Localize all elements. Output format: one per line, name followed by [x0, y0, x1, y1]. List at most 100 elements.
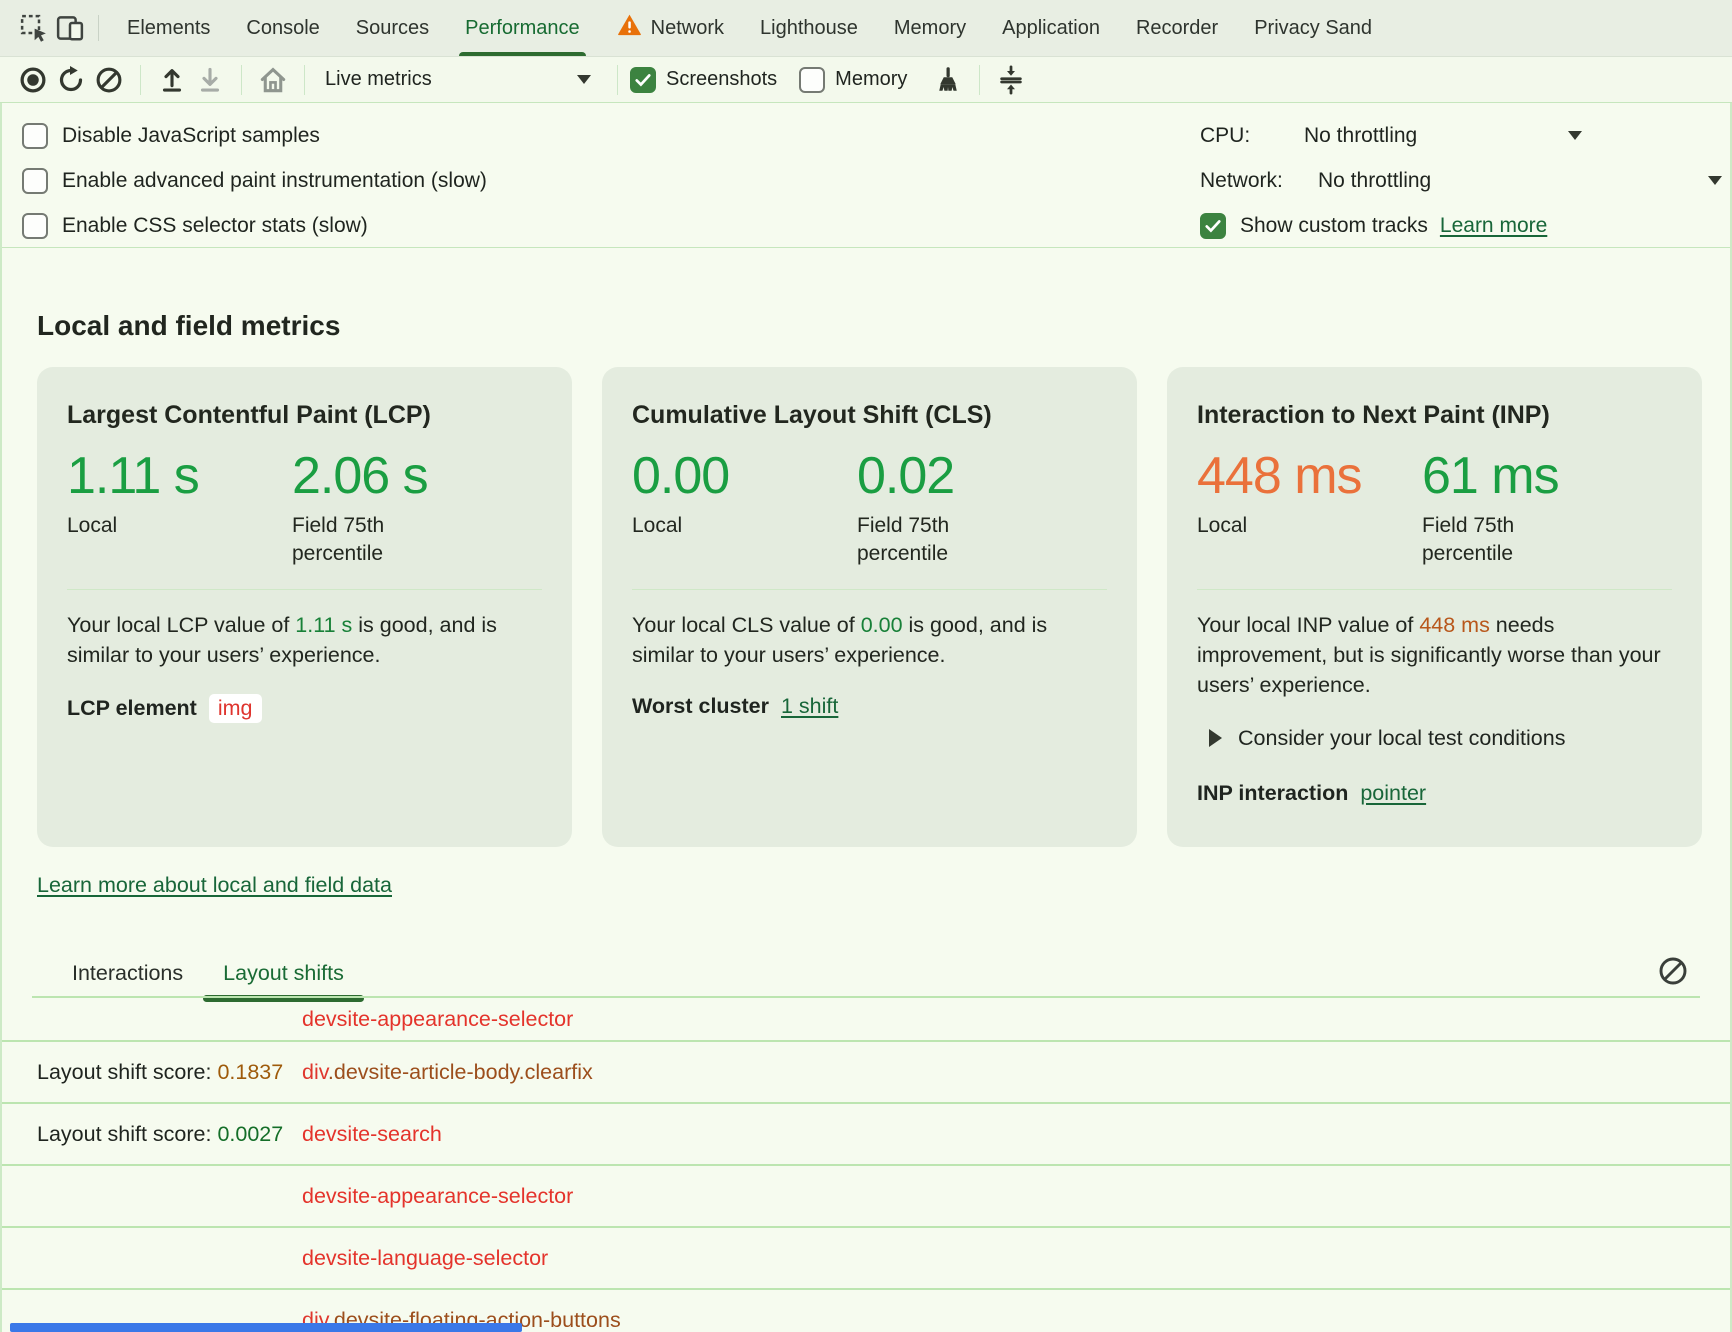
tab-recorder[interactable]: Recorder — [1135, 16, 1219, 39]
toolbar-separator — [979, 64, 981, 95]
chevron-down-icon — [577, 75, 591, 84]
card-divider — [1197, 588, 1672, 590]
tab-sources[interactable]: Sources — [355, 16, 430, 39]
toolbar-separator — [98, 15, 99, 41]
tab-network[interactable]: Network — [598, 0, 742, 56]
triangle-right-icon — [1209, 729, 1222, 748]
show-custom-tracks-checkbox[interactable]: Show custom tracks — [1200, 212, 1428, 239]
inp-card-title: Interaction to Next Paint (INP) — [1197, 401, 1550, 429]
worst-cluster-link[interactable]: 1 shift — [781, 693, 839, 718]
device-toolbar-icon[interactable] — [52, 10, 88, 46]
local-test-conditions-disclosure[interactable]: Consider your local test conditions — [1197, 726, 1672, 751]
tab-lighthouse[interactable]: Lighthouse — [760, 16, 858, 39]
inp-card: Interaction to Next Paint (INP) 448 ms L… — [1167, 367, 1702, 847]
throttling-settings: CPU: No throttling Network: No throttlin… — [1200, 113, 1730, 248]
network-label: Network: — [1200, 168, 1283, 192]
reload-icon[interactable] — [52, 61, 90, 99]
toolbar-separator — [241, 64, 242, 95]
lcp-local-label: Local — [67, 514, 118, 537]
inp-local-value: 448 ms — [1197, 447, 1363, 505]
panel-mode-select[interactable]: Live metrics — [317, 68, 605, 91]
cpu-value: No throttling — [1304, 123, 1418, 147]
disable-js-samples-checkbox[interactable]: Disable JavaScript samples — [22, 113, 1730, 158]
panel-body: Disable JavaScript samples Enable advanc… — [0, 103, 1732, 1332]
panel-mode-value: Live metrics — [325, 68, 432, 90]
broom-icon[interactable] — [929, 61, 967, 99]
inp-field-label: Field 75th percentile — [1422, 514, 1515, 566]
cls-card: Cumulative Layout Shift (CLS) 0.00 Local… — [602, 367, 1137, 847]
inp-interaction-link[interactable]: pointer — [1360, 780, 1427, 805]
inp-local-label: Local — [1197, 514, 1248, 537]
scroll-highlight-bar — [10, 1323, 522, 1332]
inspect-icon[interactable] — [16, 10, 52, 46]
cpu-label: CPU: — [1200, 123, 1251, 147]
chevron-down-icon — [1708, 176, 1722, 185]
inp-field-value: 61 ms — [1422, 447, 1560, 505]
tab-privacy-sandbox[interactable]: Privacy Sand — [1254, 16, 1373, 39]
tab-application[interactable]: Application — [1002, 16, 1100, 39]
tab-console[interactable]: Console — [246, 16, 320, 39]
screenshots-checkbox[interactable]: Screenshots — [630, 66, 777, 93]
devtools-tab-bar: Elements Console Sources Performance Net… — [0, 0, 1732, 57]
capture-settings: Disable JavaScript samples Enable advanc… — [2, 103, 1730, 248]
lcp-summary: Your local LCP value of 1.11 s is good, … — [67, 612, 497, 667]
layout-shift-rows: devsite-appearance-selector Layout shift… — [2, 998, 1730, 1332]
custom-tracks-learn-more-link[interactable]: Learn more — [1439, 213, 1548, 237]
toolbar-separator — [617, 64, 618, 95]
network-value: No throttling — [1318, 168, 1432, 192]
cls-card-title: Cumulative Layout Shift (CLS) — [632, 401, 992, 429]
record-icon[interactable] — [14, 61, 52, 99]
checkbox-unchecked-icon — [22, 212, 48, 239]
home-icon[interactable] — [254, 61, 292, 99]
load-profile-icon[interactable] — [153, 61, 191, 99]
toolbar-separator — [304, 64, 305, 95]
cls-local-value: 0.00 — [632, 447, 730, 505]
lcp-element-label: LCP element — [67, 695, 197, 720]
tab-layout-shifts[interactable]: Layout shifts — [203, 948, 364, 1002]
table-row[interactable]: Layout shift score: 0.1837 div.devsite-a… — [2, 1042, 1730, 1104]
cls-local-label: Local — [632, 514, 683, 537]
memory-checkbox[interactable]: Memory — [799, 66, 907, 93]
logs-tab-bar: Interactions Layout shifts — [32, 948, 1730, 1002]
save-profile-icon[interactable] — [191, 61, 229, 99]
field-data-learn-more-link[interactable]: Learn more about local and field data — [37, 873, 392, 897]
logs-section: Interactions Layout shifts devsite-appea… — [2, 948, 1730, 1332]
table-row[interactable]: devsite-appearance-selector — [2, 1166, 1730, 1228]
checkbox-checked-icon — [630, 66, 656, 93]
toolbar-separator — [140, 64, 141, 95]
tab-elements[interactable]: Elements — [127, 16, 211, 39]
tab-performance[interactable]: Performance — [447, 0, 598, 56]
lcp-card-title: Largest Contentful Paint (LCP) — [67, 401, 431, 429]
advanced-paint-checkbox[interactable]: Enable advanced paint instrumentation (s… — [22, 158, 1730, 203]
performance-toolbar: Live metrics Screenshots Memory — [0, 57, 1732, 103]
css-selector-stats-checkbox[interactable]: Enable CSS selector stats (slow) — [22, 203, 1730, 248]
lcp-local-value: 1.11 s — [67, 447, 200, 505]
section-title: Local and field metrics — [37, 310, 341, 341]
tabs-baseline — [32, 996, 1700, 998]
lcp-element-chip[interactable]: img — [208, 693, 262, 723]
warning-icon — [616, 12, 643, 44]
lcp-field-value: 2.06 s — [292, 447, 429, 505]
collect-garbage-icon[interactable] — [992, 61, 1030, 99]
lcp-field-label: Field 75th percentile — [292, 514, 385, 566]
card-divider — [632, 588, 1107, 590]
checkbox-unchecked-icon — [22, 167, 48, 194]
lcp-card: Largest Contentful Paint (LCP) 1.11 s Lo… — [37, 367, 572, 847]
show-custom-tracks-row: Show custom tracks Learn more — [1200, 203, 1730, 248]
table-row[interactable]: Layout shift score: 0.0027 devsite-searc… — [2, 1104, 1730, 1166]
tab-memory[interactable]: Memory — [893, 16, 967, 39]
tab-interactions[interactable]: Interactions — [72, 960, 184, 985]
clear-icon[interactable] — [90, 61, 128, 99]
cls-summary: Your local CLS value of 0.00 is good, an… — [632, 612, 1048, 667]
checkbox-unchecked-icon — [799, 66, 826, 93]
cpu-throttling-select[interactable]: CPU: No throttling — [1200, 113, 1730, 158]
inp-interaction-label: INP interaction — [1197, 780, 1349, 805]
clear-log-icon[interactable] — [1656, 954, 1690, 988]
table-row[interactable]: devsite-appearance-selector — [2, 998, 1730, 1042]
card-divider — [67, 588, 542, 590]
inp-summary: Your local INP value of 448 ms needs imp… — [1197, 612, 1661, 697]
metric-cards: Largest Contentful Paint (LCP) 1.11 s Lo… — [37, 367, 1730, 847]
checkbox-checked-icon — [1200, 212, 1226, 239]
network-throttling-select[interactable]: Network: No throttling — [1200, 158, 1730, 203]
table-row[interactable]: devsite-language-selector — [2, 1228, 1730, 1290]
